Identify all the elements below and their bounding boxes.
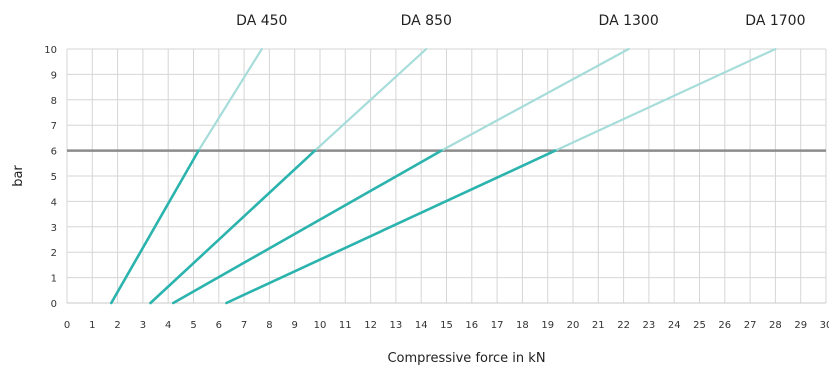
x-tick-label: 2 xyxy=(114,320,120,331)
x-tick-label: 7 xyxy=(241,320,247,331)
x-tick-label: 25 xyxy=(693,320,706,331)
y-tick-label: 5 xyxy=(51,172,57,183)
x-tick-label: 4 xyxy=(165,320,171,331)
y-tick-label: 0 xyxy=(51,299,57,310)
y-tick-label: 2 xyxy=(51,248,57,259)
x-axis-label: Compressive force in kN xyxy=(387,351,545,366)
x-tick-label: 3 xyxy=(140,320,146,331)
y-tick-labels: 0 1 2 3 4 5 6 7 8 9 10 xyxy=(44,45,57,310)
series-line-lower xyxy=(109,149,200,305)
series-line-lower xyxy=(225,149,557,305)
x-tick-label: 30 xyxy=(820,320,829,331)
series-line-upper xyxy=(554,47,777,152)
x-tick-label: 21 xyxy=(592,320,605,331)
x-tick-label: 29 xyxy=(794,320,807,331)
series-labels: DA 450 DA 850 DA 1300 DA 1700 xyxy=(236,13,805,29)
x-tick-label: 9 xyxy=(292,320,298,331)
grid xyxy=(66,48,827,304)
series-label: DA 1300 xyxy=(599,13,659,29)
x-tick-label: 26 xyxy=(718,320,731,331)
x-tick-label: 18 xyxy=(516,320,529,331)
y-tick-label: 7 xyxy=(51,121,57,132)
y-axis-label: bar xyxy=(11,165,26,187)
x-tick-label: 11 xyxy=(339,320,352,331)
y-tick-label: 10 xyxy=(44,45,57,56)
series-line-lower xyxy=(171,149,443,305)
x-tick-label: 13 xyxy=(390,320,403,331)
y-tick-label: 3 xyxy=(51,223,57,234)
x-tick-label: 12 xyxy=(364,320,377,331)
x-tick-label: 15 xyxy=(440,320,453,331)
x-tick-label: 0 xyxy=(64,320,70,331)
x-tick-label: 5 xyxy=(190,320,196,331)
series-label: DA 1700 xyxy=(745,13,805,29)
x-tick-label: 22 xyxy=(617,320,630,331)
series-line-upper xyxy=(440,47,630,152)
x-tick-label: 16 xyxy=(465,320,478,331)
y-tick-label: 8 xyxy=(51,96,57,107)
y-tick-label: 6 xyxy=(51,147,57,158)
x-tick-label: 19 xyxy=(541,320,554,331)
x-tick-label: 24 xyxy=(668,320,681,331)
series-label: DA 450 xyxy=(236,13,287,29)
y-tick-label: 1 xyxy=(51,274,57,285)
x-tick-label: 20 xyxy=(567,320,580,331)
y-tick-label: 4 xyxy=(51,197,57,208)
x-tick-label: 28 xyxy=(769,320,782,331)
y-tick-label: 9 xyxy=(51,70,57,81)
x-tick-label: 23 xyxy=(643,320,656,331)
series-line-lower xyxy=(149,149,317,305)
series-line-upper xyxy=(313,47,428,152)
x-tick-label: 27 xyxy=(744,320,757,331)
series-line-upper xyxy=(197,47,263,152)
series-lines xyxy=(109,47,777,305)
x-tick-label: 6 xyxy=(216,320,222,331)
series-label: DA 850 xyxy=(401,13,452,29)
x-tick-label: 10 xyxy=(314,320,327,331)
x-tick-label: 14 xyxy=(415,320,428,331)
x-tick-labels: 0 1 2 3 4 5 6 7 8 9 10 11 12 13 14 15 16 17 18 19 20 21 22 23 24… xyxy=(64,320,829,331)
x-tick-label: 1 xyxy=(89,320,95,331)
x-tick-label: 17 xyxy=(491,320,504,331)
x-tick-label: 8 xyxy=(266,320,272,331)
